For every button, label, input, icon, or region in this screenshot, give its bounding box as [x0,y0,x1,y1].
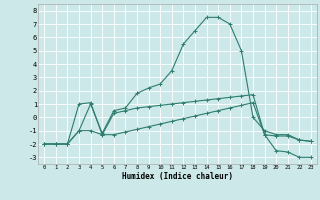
X-axis label: Humidex (Indice chaleur): Humidex (Indice chaleur) [122,172,233,181]
